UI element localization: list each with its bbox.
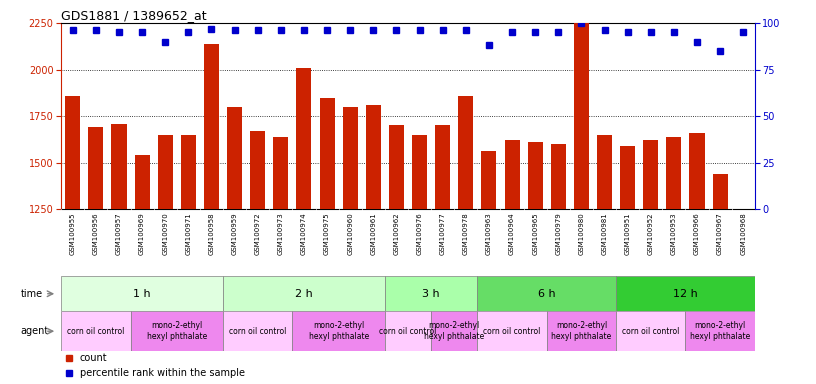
Text: GSM100981: GSM100981 — [601, 213, 608, 255]
Bar — [616, 311, 685, 351]
Text: GSM100980: GSM100980 — [579, 213, 584, 255]
Text: agent: agent — [20, 326, 49, 336]
Bar — [223, 311, 292, 351]
Text: GSM100966: GSM100966 — [694, 213, 700, 255]
Text: corn oil control: corn oil control — [67, 327, 125, 336]
Bar — [181, 135, 196, 209]
Text: mono-2-ethyl
hexyl phthalate: mono-2-ethyl hexyl phthalate — [424, 321, 485, 341]
Text: GSM100963: GSM100963 — [486, 213, 492, 255]
Text: GSM100961: GSM100961 — [370, 213, 376, 255]
Text: GSM100964: GSM100964 — [509, 213, 515, 255]
Bar — [251, 131, 265, 209]
Bar — [385, 276, 477, 311]
Text: GSM100979: GSM100979 — [555, 213, 561, 255]
Bar — [547, 311, 616, 351]
Bar — [157, 135, 173, 209]
Bar — [61, 311, 131, 351]
Text: GSM100969: GSM100969 — [139, 213, 145, 255]
Bar — [389, 126, 404, 209]
Text: GSM100978: GSM100978 — [463, 213, 469, 255]
Bar — [431, 311, 477, 351]
Bar — [551, 144, 565, 209]
Bar — [477, 311, 547, 351]
Text: GSM100971: GSM100971 — [185, 213, 192, 255]
Bar — [574, 23, 589, 209]
Text: GSM100977: GSM100977 — [440, 213, 446, 255]
Text: 6 h: 6 h — [538, 289, 556, 299]
Bar — [223, 276, 385, 311]
Text: GSM100970: GSM100970 — [162, 213, 168, 255]
Bar — [131, 311, 223, 351]
Text: GSM100952: GSM100952 — [648, 213, 654, 255]
Text: GSM100967: GSM100967 — [717, 213, 723, 255]
Text: count: count — [80, 353, 108, 363]
Bar — [616, 276, 755, 311]
Text: GSM100973: GSM100973 — [277, 213, 284, 255]
Bar — [88, 127, 104, 209]
Text: corn oil control: corn oil control — [622, 327, 680, 336]
Bar — [528, 142, 543, 209]
Bar — [320, 98, 335, 209]
Bar — [273, 137, 288, 209]
Text: GSM100955: GSM100955 — [69, 213, 76, 255]
Text: GSM100953: GSM100953 — [671, 213, 677, 255]
Text: corn oil control: corn oil control — [379, 327, 437, 336]
Bar — [685, 311, 755, 351]
Bar — [343, 107, 357, 209]
Bar — [385, 311, 431, 351]
Text: GDS1881 / 1389652_at: GDS1881 / 1389652_at — [61, 9, 206, 22]
Bar — [459, 96, 473, 209]
Bar — [65, 96, 80, 209]
Bar — [504, 141, 520, 209]
Text: 2 h: 2 h — [295, 289, 313, 299]
Text: corn oil control: corn oil control — [483, 327, 541, 336]
Text: GSM100957: GSM100957 — [116, 213, 122, 255]
Bar — [643, 141, 659, 209]
Bar — [61, 276, 223, 311]
Text: mono-2-ethyl
hexyl phthalate: mono-2-ethyl hexyl phthalate — [308, 321, 369, 341]
Bar — [412, 135, 427, 209]
Bar — [227, 107, 242, 209]
Bar — [296, 68, 312, 209]
Text: GSM100965: GSM100965 — [532, 213, 539, 255]
Bar — [135, 155, 149, 209]
Text: GSM100962: GSM100962 — [393, 213, 400, 255]
Bar — [204, 43, 219, 209]
Text: GSM100959: GSM100959 — [232, 213, 237, 255]
Bar — [435, 126, 450, 209]
Text: GSM100968: GSM100968 — [740, 213, 747, 255]
Text: GSM100972: GSM100972 — [255, 213, 261, 255]
Bar — [620, 146, 635, 209]
Text: time: time — [20, 289, 42, 299]
Text: 1 h: 1 h — [133, 289, 151, 299]
Text: 12 h: 12 h — [673, 289, 698, 299]
Text: corn oil control: corn oil control — [229, 327, 286, 336]
Text: GSM100975: GSM100975 — [324, 213, 330, 255]
Text: mono-2-ethyl
hexyl phthalate: mono-2-ethyl hexyl phthalate — [690, 321, 750, 341]
Bar — [690, 133, 704, 209]
Text: mono-2-ethyl
hexyl phthalate: mono-2-ethyl hexyl phthalate — [552, 321, 611, 341]
Bar — [477, 276, 616, 311]
Text: percentile rank within the sample: percentile rank within the sample — [80, 368, 245, 379]
Text: GSM100956: GSM100956 — [93, 213, 99, 255]
Bar — [292, 311, 385, 351]
Text: GSM100958: GSM100958 — [208, 213, 215, 255]
Text: GSM100960: GSM100960 — [347, 213, 353, 255]
Text: GSM100951: GSM100951 — [624, 213, 631, 255]
Bar — [481, 151, 496, 209]
Text: GSM100976: GSM100976 — [416, 213, 423, 255]
Text: 3 h: 3 h — [423, 289, 440, 299]
Bar — [112, 124, 126, 209]
Bar — [597, 135, 612, 209]
Text: GSM100974: GSM100974 — [301, 213, 307, 255]
Bar — [667, 137, 681, 209]
Text: mono-2-ethyl
hexyl phthalate: mono-2-ethyl hexyl phthalate — [147, 321, 207, 341]
Bar — [712, 174, 728, 209]
Bar — [366, 105, 381, 209]
